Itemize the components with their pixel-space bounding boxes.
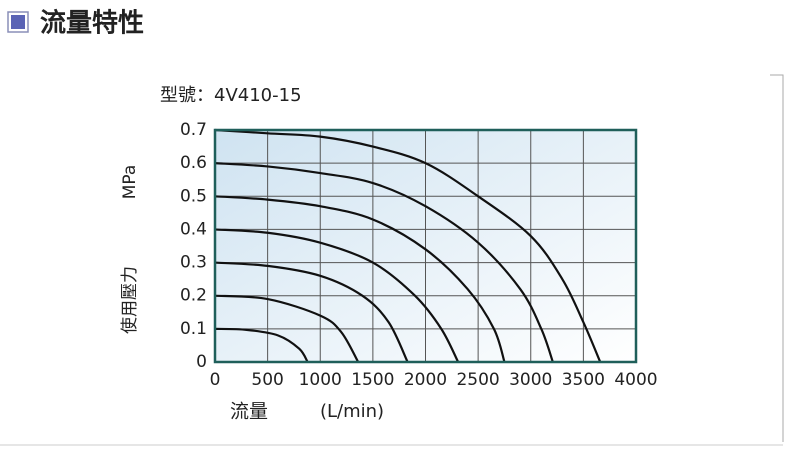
flow-curve [214, 162, 554, 363]
flow-curve [214, 294, 360, 363]
y-tick-label: 0.3 [180, 253, 207, 273]
x-tick-label: 1000 [299, 370, 342, 390]
page-title: 流量特性 [40, 8, 144, 39]
x-tick-label: 3000 [509, 370, 552, 390]
y-tick-label: 0.6 [180, 153, 207, 173]
flow-curve [214, 228, 460, 363]
y-axis-label: 使用壓力 [119, 266, 140, 334]
header-icon [11, 15, 25, 29]
x-axis-label: 流量 [230, 401, 268, 423]
x-tick-label: 4000 [614, 370, 657, 390]
plot-border [213, 128, 638, 364]
y-tick-label: 0.4 [180, 219, 207, 239]
y-tick-label: 0.5 [180, 186, 207, 206]
x-tick-label: 2500 [456, 370, 499, 390]
x-tick-label: 1500 [351, 370, 394, 390]
y-tick-label: 0.2 [180, 286, 207, 306]
chart-subtitle: 型號：4V410-15 [160, 85, 302, 106]
flow-curve [214, 195, 506, 363]
x-tick-label: 500 [251, 370, 283, 390]
y-tick-label: 0 [196, 352, 207, 372]
flow-curve [214, 327, 309, 363]
flow-curve [214, 128, 602, 363]
y-tick-label: 0.7 [180, 120, 207, 140]
flow-curve [214, 261, 409, 363]
x-tick-label: 2000 [404, 370, 447, 390]
frame [770, 74, 784, 442]
x-axis-unit: (L/min) [320, 401, 384, 422]
y-axis-unit: MPa [120, 165, 140, 200]
y-tick-label: 0.1 [180, 319, 207, 339]
x-tick-label: 0 [210, 370, 221, 390]
x-tick-label: 3500 [562, 370, 605, 390]
